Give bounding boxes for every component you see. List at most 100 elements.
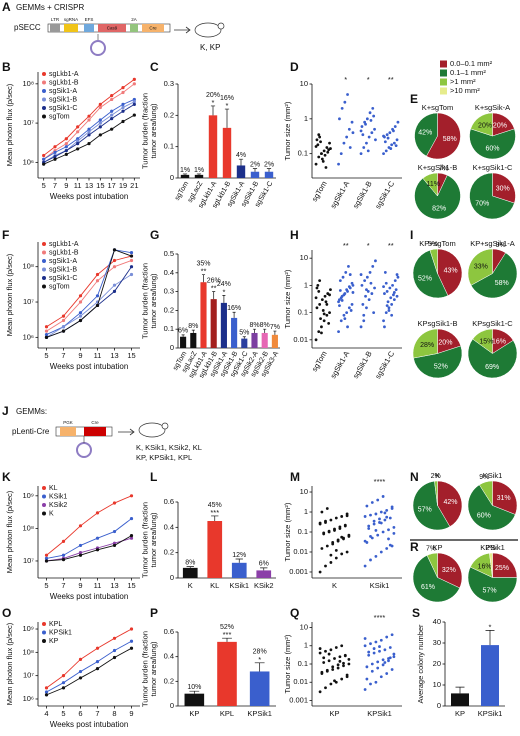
data-point — [395, 273, 399, 276]
x-tick-label: 7 — [61, 581, 65, 590]
data-point — [340, 552, 344, 556]
data-point — [337, 162, 340, 166]
legend-label: sgLkb1-A — [49, 71, 79, 78]
y-tick-label: 0.01 — [293, 547, 308, 556]
data-point — [383, 292, 386, 295]
data-point — [365, 665, 369, 669]
data-point — [369, 513, 372, 517]
data-point — [372, 651, 376, 655]
series-point — [61, 553, 66, 557]
series-point — [61, 325, 66, 329]
series-point — [129, 536, 134, 540]
data-point — [345, 514, 349, 518]
data-point — [342, 664, 345, 668]
series-point — [53, 157, 57, 161]
value-label: 35% — [196, 261, 210, 268]
data-point — [373, 127, 376, 131]
slice-label: 69% — [485, 364, 499, 371]
pie-slice — [489, 552, 493, 578]
slice-label: 20% — [493, 123, 507, 130]
significance: * — [212, 98, 215, 107]
data-point — [336, 663, 340, 667]
x-tick-label: sgSik1-C — [373, 179, 396, 210]
panel-label: P — [150, 606, 158, 620]
x-tick-label: 15 — [127, 351, 135, 360]
data-point — [381, 530, 385, 534]
data-point — [383, 518, 387, 522]
series-point — [129, 265, 134, 269]
data-point — [338, 289, 342, 292]
y-tick-label: 10 — [300, 487, 308, 496]
x-tick-label: 5 — [44, 351, 48, 360]
data-point — [333, 679, 336, 683]
x-tick-label: K — [332, 581, 337, 590]
series-point — [129, 646, 134, 650]
data-point — [350, 303, 354, 306]
legend-label: sgLkb1-B — [49, 249, 79, 256]
data-point — [371, 264, 375, 268]
y-axis-label: Average colony number — [416, 624, 425, 704]
legend-marker — [42, 106, 46, 110]
significance: * — [489, 622, 492, 631]
data-point — [374, 529, 378, 532]
bar — [256, 570, 272, 578]
legend-marker — [42, 503, 46, 507]
data-point — [317, 330, 321, 334]
data-point — [363, 515, 367, 518]
y-tick-label: 1 — [304, 507, 308, 516]
slice-label: 82% — [432, 205, 446, 212]
data-point — [320, 670, 324, 674]
data-point — [320, 547, 324, 550]
error-bar — [485, 630, 495, 646]
series-line — [46, 647, 132, 696]
data-point — [370, 501, 374, 504]
data-point — [369, 558, 372, 562]
data-point — [382, 134, 385, 138]
data-point — [349, 309, 353, 312]
series-point — [42, 157, 46, 161]
data-point — [336, 666, 340, 670]
y-tick-label: 0.1 — [298, 659, 308, 668]
y-tick-label: 0.001 — [289, 695, 308, 704]
data-point — [316, 143, 320, 147]
slice-label: 7% — [439, 166, 449, 173]
data-point — [367, 653, 371, 657]
data-point — [385, 672, 389, 675]
data-point — [363, 688, 367, 691]
panel-label: J — [2, 404, 9, 418]
legend-label: KSik2 — [49, 502, 67, 509]
data-point — [319, 317, 322, 321]
data-point — [378, 645, 381, 648]
series-point — [95, 548, 100, 552]
data-point — [320, 298, 324, 302]
x-tick-label: 6 — [78, 709, 82, 718]
legend-marker — [42, 97, 46, 102]
data-point — [388, 656, 392, 660]
data-point — [387, 528, 390, 532]
x-tick-label: 7 — [53, 181, 57, 190]
error-bar — [212, 291, 216, 300]
y-tick-label: 10⁷ — [23, 556, 34, 565]
series-line — [46, 518, 132, 559]
data-point — [392, 293, 395, 297]
data-point — [383, 511, 387, 515]
slice-label: 43% — [444, 267, 458, 274]
series-point — [44, 693, 49, 697]
slice-label: 30% — [496, 185, 510, 192]
legend-marker — [42, 259, 46, 263]
data-point — [383, 271, 387, 274]
value-label: 6% — [259, 561, 269, 568]
y-tick-label: 10 — [300, 253, 308, 262]
error-bar — [235, 558, 243, 563]
x-tick-label: 8 — [112, 709, 116, 718]
pie-slice — [434, 480, 438, 506]
bar — [220, 302, 227, 348]
data-point — [378, 517, 381, 521]
data-point — [370, 669, 374, 673]
data-point — [387, 537, 390, 541]
value-label: 2% — [250, 161, 260, 168]
series-point — [129, 516, 134, 521]
data-point — [342, 293, 346, 297]
value-label: 4% — [236, 152, 246, 159]
y-tick-label: 0.5 — [164, 249, 174, 258]
